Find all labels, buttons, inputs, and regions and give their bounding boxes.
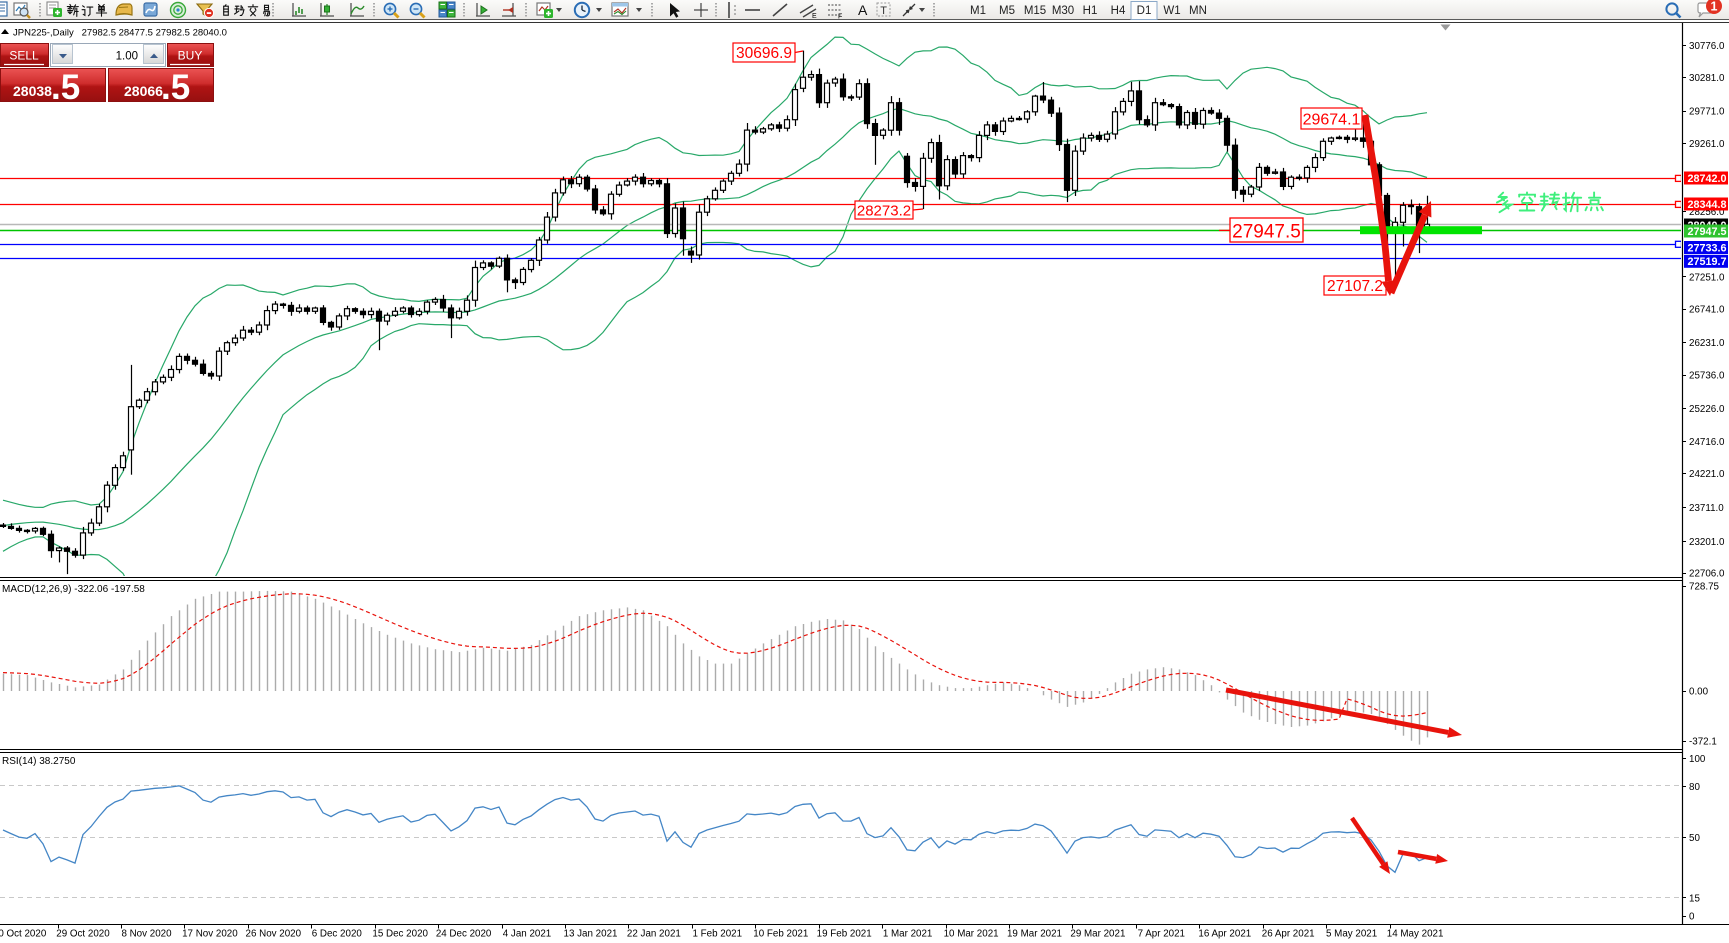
svg-text:A: A [858, 2, 868, 18]
svg-text:15 Dec 2020: 15 Dec 2020 [372, 929, 428, 940]
svg-text:28273.2: 28273.2 [857, 202, 911, 219]
svg-text:50: 50 [1689, 833, 1700, 844]
svg-text:MACD(12,26,9) -322.06 -197.58: MACD(12,26,9) -322.06 -197.58 [2, 584, 145, 595]
svg-text:19 Feb 2021: 19 Feb 2021 [817, 929, 872, 940]
svg-text:24221.0: 24221.0 [1689, 469, 1725, 480]
svg-text:16 Apr 2021: 16 Apr 2021 [1198, 929, 1251, 940]
svg-text:0.00: 0.00 [1689, 687, 1709, 698]
svg-text:MN: MN [1189, 5, 1207, 17]
svg-text:17 Nov 2020: 17 Nov 2020 [182, 929, 238, 940]
svg-text:27519.7: 27519.7 [1688, 256, 1727, 268]
svg-text:H1: H1 [1083, 5, 1098, 17]
svg-text:.5: .5 [51, 68, 80, 102]
svg-text:13 Jan 2021: 13 Jan 2021 [564, 929, 618, 940]
svg-text:29771.0: 29771.0 [1689, 107, 1725, 118]
svg-text:20 Oct 2020: 20 Oct 2020 [0, 929, 47, 940]
svg-text:T: T [880, 5, 887, 17]
svg-text:BUY: BUY [178, 49, 203, 63]
svg-text:28742.0: 28742.0 [1688, 173, 1727, 185]
svg-text:F: F [838, 14, 842, 21]
svg-text:80: 80 [1689, 782, 1700, 793]
svg-text:27251.0: 27251.0 [1689, 272, 1725, 283]
svg-text:10 Mar 2021: 10 Mar 2021 [944, 929, 999, 940]
svg-text:22706.0: 22706.0 [1689, 569, 1725, 580]
svg-text:4 Jan 2021: 4 Jan 2021 [503, 929, 551, 940]
svg-text:1 Feb 2021: 1 Feb 2021 [693, 929, 743, 940]
svg-text:728.75: 728.75 [1689, 582, 1720, 593]
svg-text:1.00: 1.00 [116, 51, 138, 63]
svg-text:JPN225-,Daily 27982.5 28477.: JPN225-,Daily 27982.5 28477.5 27982.5 28… [13, 28, 227, 39]
svg-text:.5: .5 [161, 68, 190, 102]
svg-text:H4: H4 [1111, 5, 1126, 17]
svg-text:29674.1: 29674.1 [1303, 111, 1361, 128]
svg-text:1 Mar 2021: 1 Mar 2021 [883, 929, 933, 940]
svg-text:22 Jan 2021: 22 Jan 2021 [627, 929, 681, 940]
svg-text:28344.8: 28344.8 [1688, 199, 1727, 211]
svg-text:25736.0: 25736.0 [1689, 371, 1725, 382]
svg-text:10 Feb 2021: 10 Feb 2021 [753, 929, 808, 940]
svg-text:8 Nov 2020: 8 Nov 2020 [121, 929, 172, 940]
svg-text:27107.2: 27107.2 [1327, 278, 1383, 295]
svg-text:24 Dec 2020: 24 Dec 2020 [436, 929, 492, 940]
svg-text:15: 15 [1689, 893, 1700, 904]
svg-text:27733.6: 27733.6 [1688, 242, 1727, 254]
svg-text:26231.0: 26231.0 [1689, 338, 1725, 349]
svg-text:W1: W1 [1163, 5, 1180, 17]
svg-text:100: 100 [1689, 754, 1706, 765]
svg-text:27947.5: 27947.5 [1688, 226, 1727, 238]
svg-text:24716.0: 24716.0 [1689, 437, 1725, 448]
svg-text:28256.0: 28256.0 [1689, 207, 1725, 218]
svg-text:-372.1: -372.1 [1689, 737, 1717, 748]
svg-text:27947.5: 27947.5 [1232, 222, 1301, 243]
svg-text:D1: D1 [1137, 5, 1152, 17]
svg-text:5 May 2021: 5 May 2021 [1326, 929, 1377, 940]
svg-text:28066: 28066 [124, 83, 163, 99]
svg-text:14 May 2021: 14 May 2021 [1387, 929, 1444, 940]
svg-text:1: 1 [1711, 0, 1718, 14]
svg-text:25226.0: 25226.0 [1689, 404, 1725, 415]
svg-text:7 Apr 2021: 7 Apr 2021 [1138, 929, 1185, 940]
svg-text:26 Nov 2020: 26 Nov 2020 [246, 929, 302, 940]
svg-text:SELL: SELL [9, 49, 39, 63]
svg-text:6 Dec 2020: 6 Dec 2020 [312, 929, 363, 940]
svg-text:29 Oct 2020: 29 Oct 2020 [56, 929, 110, 940]
svg-text:19 Mar 2021: 19 Mar 2021 [1007, 929, 1062, 940]
svg-text:M30: M30 [1052, 5, 1074, 17]
svg-text:30281.0: 30281.0 [1689, 73, 1725, 84]
svg-text:26 Apr 2021: 26 Apr 2021 [1262, 929, 1315, 940]
svg-text:M1: M1 [970, 5, 986, 17]
svg-text:29261.0: 29261.0 [1689, 139, 1725, 150]
svg-text:E: E [812, 13, 817, 20]
svg-text:23201.0: 23201.0 [1689, 537, 1725, 548]
svg-text:30776.0: 30776.0 [1689, 41, 1725, 52]
svg-text:M15: M15 [1024, 5, 1046, 17]
svg-text:23711.0: 23711.0 [1689, 503, 1724, 514]
svg-text:RSI(14) 38.2750: RSI(14) 38.2750 [2, 756, 76, 767]
svg-text:0: 0 [1689, 912, 1695, 923]
svg-text:29 Mar 2021: 29 Mar 2021 [1070, 929, 1125, 940]
svg-text:26741.0: 26741.0 [1689, 305, 1725, 316]
svg-text:M5: M5 [999, 5, 1015, 17]
svg-text:30696.9: 30696.9 [736, 45, 792, 62]
svg-text:28038: 28038 [13, 83, 52, 99]
